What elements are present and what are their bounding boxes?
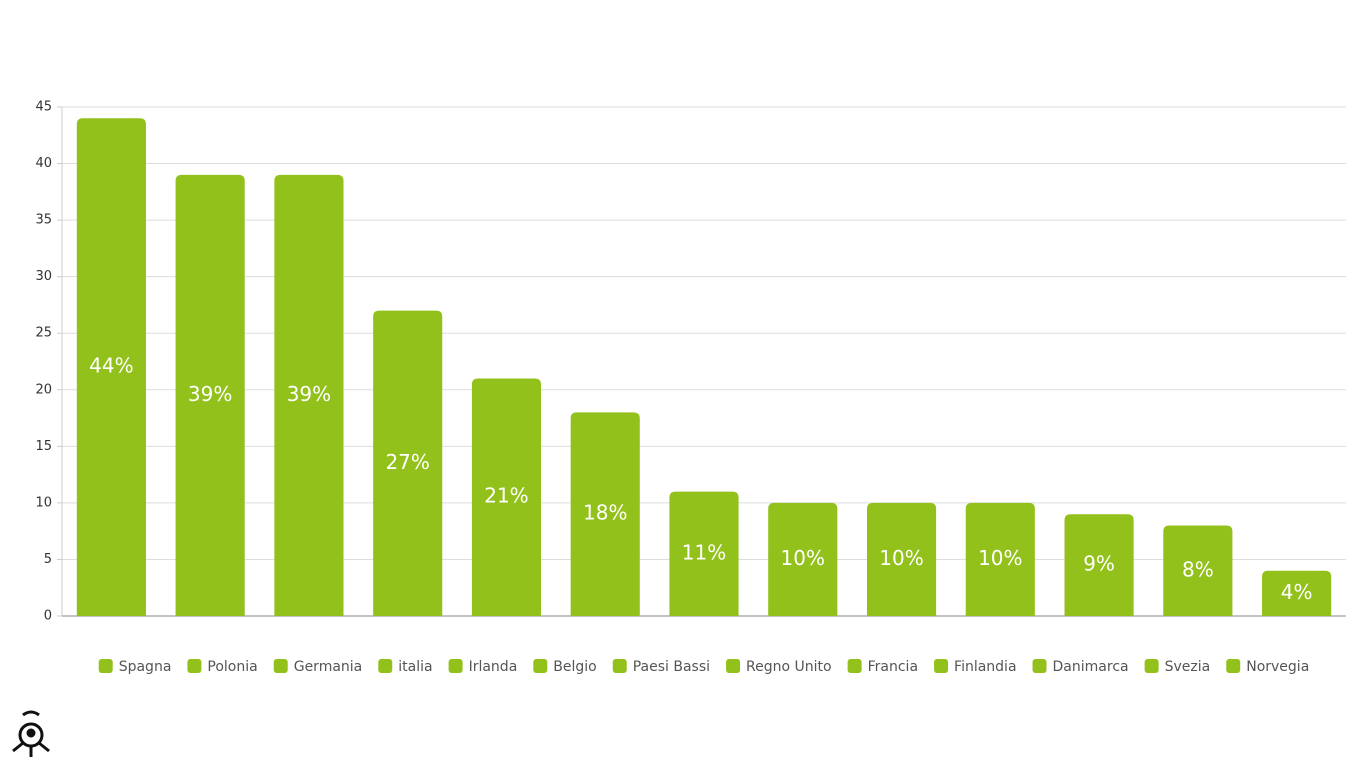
legend-swatch[interactable] — [1226, 659, 1241, 673]
value-label: 10% — [978, 546, 1022, 570]
bar — [669, 491, 739, 616]
bar — [570, 412, 640, 616]
y-tick-label: 5 — [44, 552, 52, 567]
y-tick-label: 40 — [35, 156, 52, 171]
legend-swatch[interactable] — [612, 659, 627, 673]
legend-label[interactable]: Regno Unito — [746, 659, 832, 675]
legend-label[interactable]: Belgio — [553, 659, 596, 675]
legend-label[interactable]: Danimarca — [1053, 659, 1129, 675]
value-label: 11% — [682, 540, 726, 564]
legend-label[interactable]: Norvegia — [1246, 659, 1309, 675]
bar — [965, 502, 1035, 616]
y-tick-label: 15 — [35, 439, 52, 454]
legend-label[interactable]: Svezia — [1165, 659, 1211, 675]
legend-swatch[interactable] — [934, 659, 949, 673]
legend-label[interactable]: Paesi Bassi — [633, 659, 710, 675]
logo — [12, 710, 50, 757]
y-tick-label: 45 — [35, 100, 52, 115]
value-label: 27% — [385, 450, 429, 474]
bar — [768, 502, 838, 616]
legend-label[interactable]: Finlandia — [954, 659, 1017, 675]
legend-swatch[interactable] — [187, 659, 202, 673]
legend-label[interactable]: italia — [398, 659, 432, 675]
bar — [274, 174, 344, 616]
legend-swatch[interactable] — [98, 659, 113, 673]
legend-label[interactable]: Germania — [294, 659, 363, 675]
y-tick-label: 20 — [35, 382, 52, 397]
legend-swatch[interactable] — [1032, 659, 1047, 673]
legend-swatch[interactable] — [726, 659, 741, 673]
y-tick-label: 30 — [35, 269, 52, 284]
legend-swatch[interactable] — [378, 659, 393, 673]
legend-label[interactable]: Spagna — [119, 659, 172, 675]
bar — [175, 174, 245, 616]
value-label: 39% — [188, 382, 232, 406]
value-label: 10% — [879, 546, 923, 570]
y-tick-label: 10 — [35, 495, 52, 510]
value-label: 44% — [89, 354, 133, 378]
legend-swatch[interactable] — [533, 659, 548, 673]
value-label: 21% — [484, 484, 528, 508]
bar — [1262, 570, 1332, 616]
value-label: 8% — [1182, 557, 1214, 581]
bar — [373, 310, 443, 616]
y-tick-label: 25 — [35, 326, 52, 341]
y-tick-label: 35 — [35, 213, 52, 228]
legend-swatch[interactable] — [1144, 659, 1159, 673]
value-label: 18% — [583, 501, 627, 525]
bar — [471, 378, 542, 616]
bar — [1163, 525, 1233, 616]
legend-label[interactable]: Irlanda — [469, 659, 518, 675]
y-tick-label: 0 — [44, 609, 52, 624]
bar — [76, 118, 146, 617]
bar — [866, 502, 937, 616]
value-label: 10% — [781, 546, 825, 570]
value-label: 9% — [1083, 552, 1115, 576]
legend-swatch[interactable] — [273, 659, 288, 673]
legend-swatch[interactable] — [847, 659, 862, 673]
value-label: 4% — [1281, 580, 1313, 604]
legend-label[interactable]: Francia — [868, 659, 918, 675]
bar — [1064, 514, 1134, 616]
legend-swatch[interactable] — [448, 659, 463, 673]
legend-label[interactable]: Polonia — [207, 659, 257, 675]
value-label: 39% — [287, 382, 331, 406]
